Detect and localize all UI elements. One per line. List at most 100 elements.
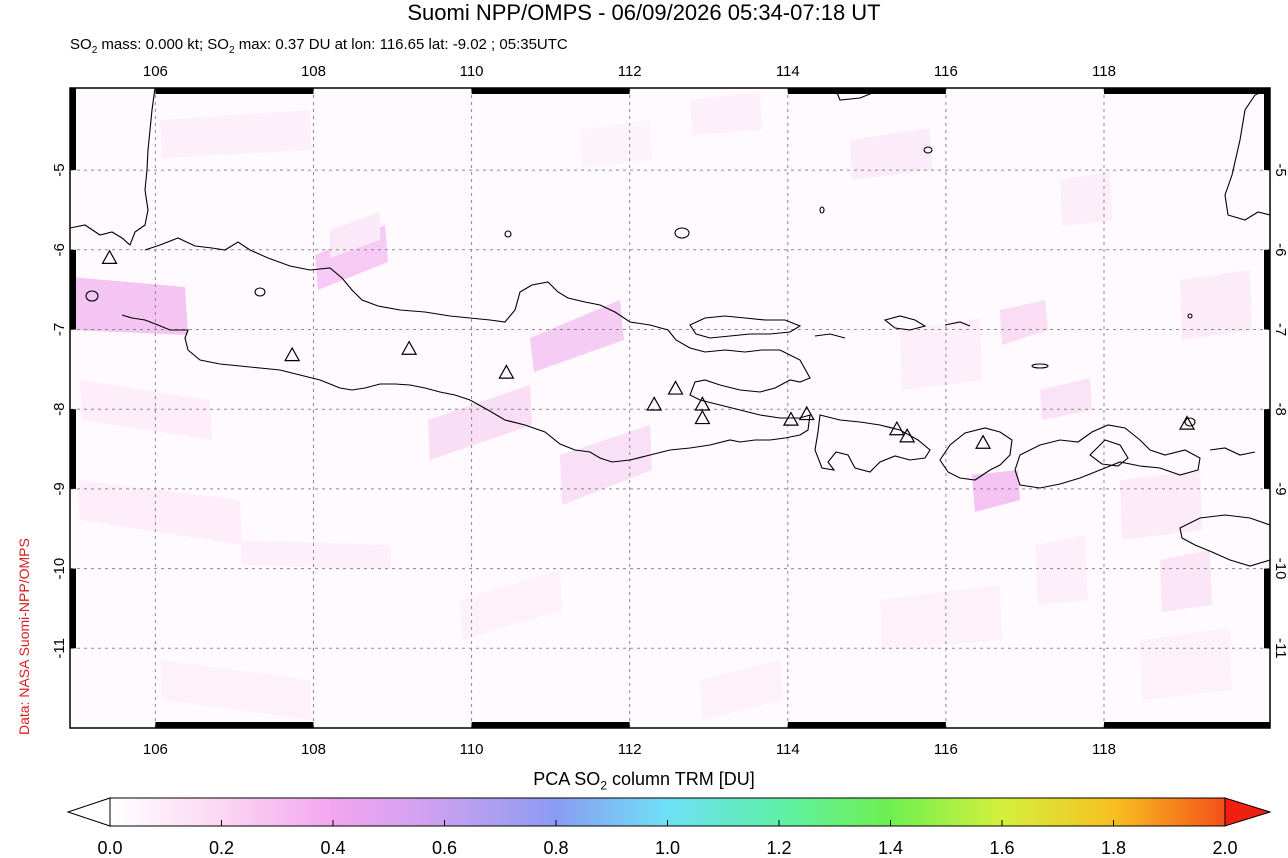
coastline-island xyxy=(923,146,933,154)
coastline-borneo-east xyxy=(1224,88,1270,221)
so2-pixel xyxy=(880,585,1002,650)
coastline-island-chain xyxy=(944,321,971,327)
coastline-lombok xyxy=(939,427,1013,481)
frame-bar-left xyxy=(70,409,76,489)
so2-pixel xyxy=(972,470,1020,512)
coastline-sumba xyxy=(1179,514,1270,567)
colorbar-title-subscript: 2 xyxy=(600,778,607,793)
subtitle-subscript: 2 xyxy=(228,45,235,56)
lat-tick-label: -11 xyxy=(51,638,68,659)
lon-tick-label: 110 xyxy=(460,741,484,758)
colorbar-tick-label: 0.8 xyxy=(543,838,569,858)
coastline-karimunjawa xyxy=(504,230,512,238)
frame-bar-top xyxy=(787,88,946,94)
lat-tick-label: -6 xyxy=(51,243,68,256)
frame-bar-right xyxy=(1264,568,1270,649)
lon-tick-label: 118 xyxy=(1092,63,1116,80)
lat-tick-label: -10 xyxy=(51,558,68,580)
colorbar-tick-label: 0.2 xyxy=(208,838,235,858)
lat-labels-right: -5 -6 -7 -8 -9 -10 -11 xyxy=(1272,163,1288,658)
volcano-layer xyxy=(101,249,1196,449)
coastline-island xyxy=(819,206,825,214)
lat-labels-left: -5 -6 -7 -8 -9 -10 -11 xyxy=(51,163,68,658)
frame-scale-bars xyxy=(70,88,1270,728)
map-subtitle: SO2 mass: 0.000 kt; SO2 max: 0.37 DU at … xyxy=(70,36,568,60)
colorbar-tick-label: 1.0 xyxy=(654,838,681,858)
coastline-island xyxy=(254,287,266,297)
so2-pixel xyxy=(1180,270,1252,340)
lon-tick-label: 106 xyxy=(143,741,168,758)
so2-pixel xyxy=(80,380,212,440)
volcano-marker xyxy=(401,340,418,355)
coastline-bawean xyxy=(674,227,690,239)
frame-bar-bottom xyxy=(787,722,946,728)
coastline-bali xyxy=(814,414,931,473)
lon-tick-label: 112 xyxy=(618,741,642,758)
subtitle-part: max: 0.37 DU at lon: 116.65 lat: -9.02 ;… xyxy=(234,36,568,53)
lon-tick-label: 106 xyxy=(143,63,168,80)
lon-tick-label: 108 xyxy=(301,63,326,80)
colorbar-tick-label: 1.4 xyxy=(877,838,904,858)
so2-pixel xyxy=(530,300,624,372)
so2-pixel xyxy=(690,92,762,135)
coastline-island-chain xyxy=(1209,447,1256,456)
lon-labels-top: 106 108 110 112 114 116 118 xyxy=(143,63,1116,80)
colorbar-tick-label: 2.0 xyxy=(1212,838,1238,858)
colorbar-tick-label: 1.8 xyxy=(1100,838,1127,858)
frame-bar-left xyxy=(70,568,76,649)
lon-tick-label: 112 xyxy=(618,63,642,80)
volcano-marker xyxy=(646,396,663,411)
colorbar-low-arrow xyxy=(66,797,111,827)
so2-pixel xyxy=(160,110,312,158)
so2-pixel xyxy=(580,120,652,168)
lat-tick-label: -5 xyxy=(1272,163,1288,176)
so2-pixel xyxy=(1035,535,1088,605)
lat-tick-label: -7 xyxy=(51,323,68,336)
lon-tick-label: 108 xyxy=(301,741,326,758)
colorbar-tick-label: 0.6 xyxy=(431,838,458,858)
lat-tick-label: -6 xyxy=(1272,243,1288,256)
lat-tick-label: -7 xyxy=(1272,323,1288,336)
volcano-marker xyxy=(101,249,118,264)
frame-bar-right xyxy=(1264,249,1270,330)
lat-tick-label: -5 xyxy=(51,163,68,176)
coastline-satonda xyxy=(1089,439,1129,467)
coastline-sumbawa xyxy=(1014,424,1201,489)
frame-bar-left xyxy=(70,249,76,330)
so2-pixel xyxy=(70,277,188,335)
so2-pixel xyxy=(78,480,242,545)
volcano-marker xyxy=(1178,415,1196,430)
volcano-marker xyxy=(798,405,815,421)
so2-pixel xyxy=(850,128,932,180)
volcano-marker xyxy=(694,409,711,425)
map-title: Suomi NPP/OMPS - 06/09/2026 05:34-07:18 … xyxy=(407,0,881,25)
coastline-island xyxy=(85,290,99,302)
subtitle-subscript: 2 xyxy=(91,45,98,56)
coastlines xyxy=(70,88,1270,567)
so2-pixel xyxy=(460,570,562,640)
colorbar-title-part: column TRM [DU] xyxy=(607,769,755,789)
subtitle-part: SO xyxy=(70,36,92,53)
lon-tick-label: 114 xyxy=(776,63,800,80)
volcano-marker xyxy=(498,364,515,379)
lat-tick-label: -8 xyxy=(1272,403,1288,416)
frame-bar-right xyxy=(1264,88,1270,171)
coastline-java xyxy=(121,237,811,463)
volcano-marker xyxy=(667,380,684,395)
volcano-marker xyxy=(888,420,905,436)
coastline-madura xyxy=(689,315,802,339)
colorbar-tick-label: 0.0 xyxy=(97,838,123,858)
colorbar-title: PCA SO2 column TRM [DU] xyxy=(0,768,1288,797)
colorbar-tick-label: 0.4 xyxy=(320,838,346,858)
volcano-marker xyxy=(782,411,799,426)
coastline-island xyxy=(1031,363,1049,369)
lat-tick-label: -8 xyxy=(51,403,68,416)
volcano-marker xyxy=(975,434,992,449)
coastline-island xyxy=(1187,313,1193,319)
map-panel: 106 108 110 112 114 116 118 106 108 110 112 114 116… xyxy=(51,63,1288,758)
volcano-marker xyxy=(284,346,301,362)
frame-bar-bottom xyxy=(471,722,630,728)
so2-pixel xyxy=(1160,550,1212,612)
colorbar-title-part: PCA SO xyxy=(533,769,601,789)
coastline-kangean xyxy=(883,315,927,331)
